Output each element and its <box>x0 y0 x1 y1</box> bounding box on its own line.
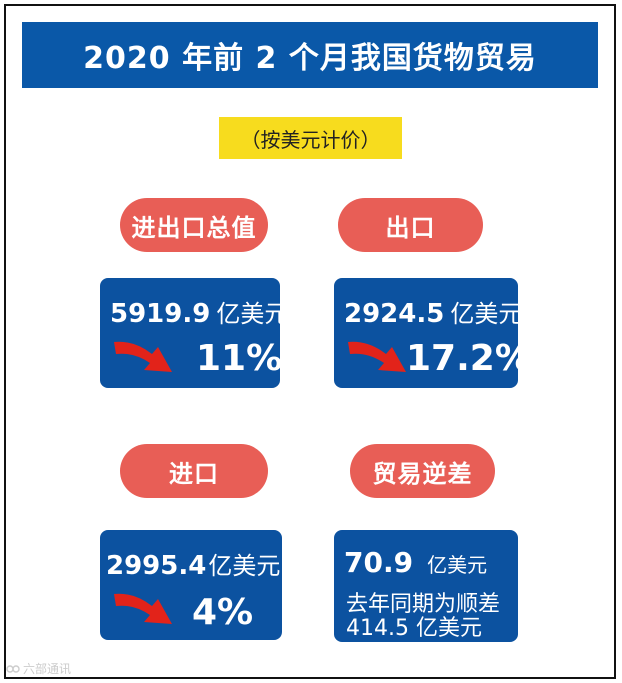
export-value: 2924.5 亿美元 <box>344 299 523 329</box>
down-right-arrow-icon <box>348 341 406 372</box>
total-trade-label: 进出口总值 <box>120 198 268 252</box>
link-icon <box>6 664 20 673</box>
trade-deficit-card: 70.9 亿美元 去年同期为顺差 414.5 亿美元 <box>334 530 518 642</box>
poster-title: 2020 年前 2 个月我国货物贸易 <box>22 22 598 88</box>
down-right-arrow-icon <box>114 593 172 624</box>
trade-deficit-value: 70.9 亿美元 <box>344 546 488 579</box>
import-card: 2995.4亿美元 4% <box>100 530 282 640</box>
currency-note: （按美元计价） <box>219 117 402 159</box>
export-label: 出口 <box>338 198 483 252</box>
total-trade-card: 5919.9 亿美元 11% <box>100 278 288 388</box>
watermark-text: 六部通讯 <box>23 662 72 676</box>
total-trade-change: 11% <box>196 338 283 379</box>
total-trade-value: 5919.9 亿美元 <box>110 299 289 329</box>
import-change: 4% <box>192 592 254 633</box>
watermark: 六部通讯 <box>6 660 71 677</box>
export-change: 17.2% <box>406 338 531 379</box>
trade-deficit-note-line1: 去年同期为顺差 <box>346 592 501 617</box>
export-card: 2924.5 亿美元 17.2% <box>334 278 531 388</box>
trade-deficit-label: 贸易逆差 <box>350 444 495 498</box>
import-value: 2995.4亿美元 <box>106 551 281 581</box>
import-label: 进口 <box>120 444 268 498</box>
down-right-arrow-icon <box>114 341 172 372</box>
trade-deficit-note-line2: 414.5 亿美元 <box>346 616 482 641</box>
